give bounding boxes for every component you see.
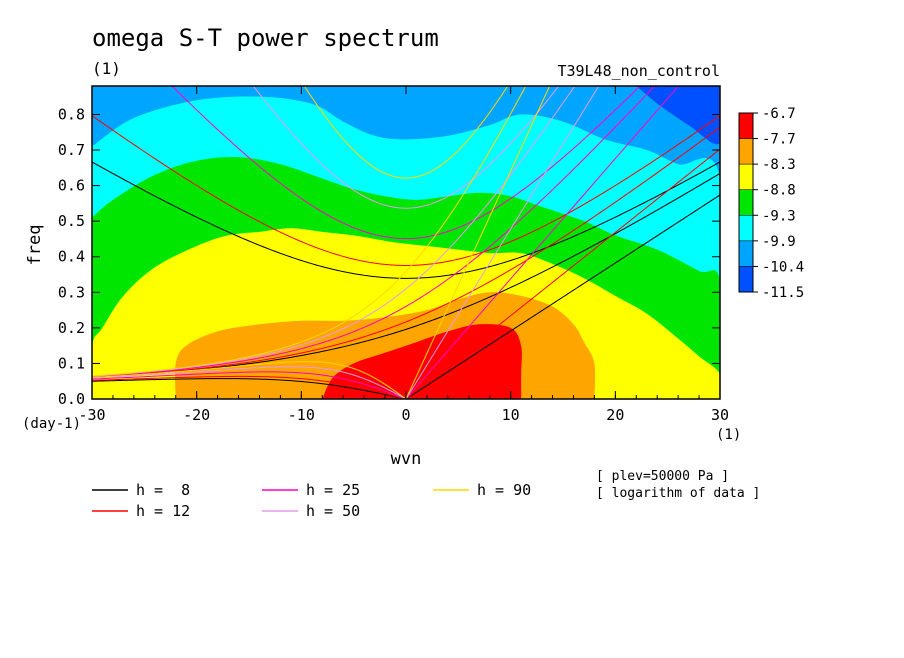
- y-tick-label: 0.4: [58, 248, 85, 266]
- colorbar-frame: [738, 112, 754, 293]
- colorbar-swatch: [738, 215, 754, 242]
- y-tick-label: 0.2: [58, 319, 85, 337]
- x-axis-label: wvn: [391, 449, 422, 469]
- y-tick-label: 0.6: [58, 177, 85, 195]
- x-tick-label: -30: [78, 406, 105, 424]
- mrg-curve-1: [92, 126, 720, 378]
- ig-curve-0: [92, 161, 720, 279]
- colorbar-swatch: [738, 112, 754, 139]
- y-tick-label: 0.1: [58, 354, 85, 372]
- legend-label: h = 8: [136, 481, 190, 499]
- colorbar-swatch: [738, 189, 754, 216]
- colorbar: -6.7 -7.7 -8.3 -8.8 -9.3 -9.9 -10.4 -11.5: [738, 106, 804, 301]
- rossby-curve-4: [92, 361, 407, 399]
- contour-fill: [92, 86, 720, 399]
- rossby-curve-0: [92, 378, 407, 399]
- colorbar-label: -9.3: [762, 208, 796, 224]
- colorbar-label: -7.7: [762, 132, 796, 148]
- contour-region-6: [322, 324, 522, 399]
- x-tick-label: 30: [711, 406, 729, 424]
- x-tick-label: 10: [502, 406, 520, 424]
- kelvin-curve-0: [405, 194, 720, 399]
- legend-label: h = 90: [477, 481, 531, 499]
- colorbar-swatch: [738, 240, 754, 267]
- colorbar-label: -6.7: [762, 106, 796, 122]
- x-axis: -30 -20 -10 0 10 20 30: [78, 86, 729, 424]
- chart-title: omega S-T power spectrum: [92, 24, 439, 52]
- legend: h = 8 h = 12 h = 25 h = 50 h = 90: [92, 481, 531, 520]
- y-tick-label: 0.3: [58, 283, 85, 301]
- legend-label: h = 25: [306, 481, 360, 499]
- ig-curve-2: [171, 86, 641, 240]
- rossby-curve-2: [92, 371, 407, 399]
- kelvin-curve-4: [405, 86, 551, 399]
- y-tick-label: 0.7: [58, 141, 85, 159]
- y-axis: 0.0 0.1 0.2 0.3 0.4 0.5 0.6 0.7 0.8: [58, 105, 720, 408]
- run-label: T39L48_non_control: [557, 62, 720, 80]
- dispersion-curves: [92, 86, 720, 399]
- colorbar-label: -8.3: [762, 157, 796, 173]
- mrg-curve-2: [92, 86, 656, 378]
- y-tick-label: 0.0: [58, 390, 85, 408]
- colorbar-label: -8.8: [762, 183, 796, 199]
- kelvin-curve-2: [405, 86, 680, 399]
- colorbar-label: -11.5: [762, 285, 804, 301]
- transform-note: [ logarithm of data ]: [596, 486, 760, 501]
- ig-curve-3: [252, 86, 560, 209]
- legend-label: h = 12: [136, 502, 190, 520]
- y-tick-label: 0.5: [58, 212, 85, 230]
- y-axis-label: freq: [25, 225, 45, 266]
- rossby-curve-1: [92, 375, 407, 399]
- colorbar-swatch: [738, 163, 754, 190]
- kelvin-curve-1: [405, 148, 720, 399]
- y-tick-label: 0.8: [58, 105, 85, 123]
- kelvin-curve-3: [405, 86, 600, 399]
- plev-note: [ plev=50000 Pa ]: [596, 469, 729, 484]
- title-units: (1): [92, 59, 121, 78]
- colorbar-swatch: [738, 266, 754, 293]
- x-tick-label: -20: [183, 406, 210, 424]
- mrg-curve-3: [92, 86, 576, 377]
- x-tick-label: 0: [401, 406, 410, 424]
- rossby-curve-3: [92, 366, 407, 399]
- x-axis-units: (1): [716, 427, 741, 443]
- ig-curve-4: [303, 86, 509, 179]
- ig-curve-1: [92, 115, 720, 266]
- x-tick-label: 20: [606, 406, 624, 424]
- colorbar-swatch: [738, 138, 754, 165]
- colorbar-label: -10.4: [762, 259, 804, 275]
- x-tick-label: -10: [288, 406, 315, 424]
- legend-label: h = 50: [306, 502, 360, 520]
- mrg-curve-4: [92, 86, 527, 377]
- colorbar-label: -9.9: [762, 234, 796, 250]
- y-axis-units: (day-1): [22, 416, 81, 432]
